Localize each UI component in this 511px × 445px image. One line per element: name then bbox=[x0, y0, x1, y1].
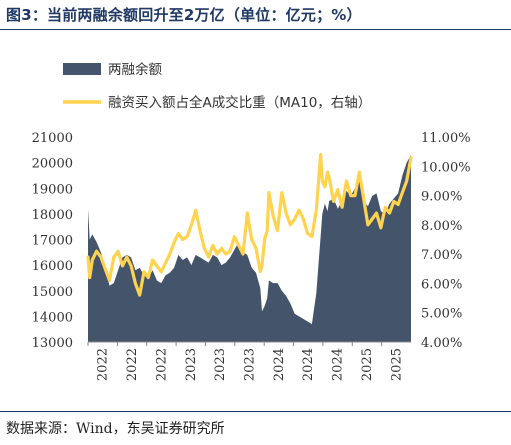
y-right-tick-label: 8.00% bbox=[421, 219, 462, 234]
y-left-tick-label: 19000 bbox=[32, 182, 73, 197]
x-tick-label: 2022 bbox=[96, 348, 111, 381]
legend-label-financing-share: 融资买入额占全A成交比重（MA10，右轴） bbox=[108, 94, 371, 111]
x-tick-label: 2022 bbox=[125, 348, 140, 381]
source-divider bbox=[0, 411, 511, 412]
x-tick-label: 2023 bbox=[184, 348, 199, 381]
x-tick-label: 2024 bbox=[301, 348, 316, 381]
y-left-tick-label: 14000 bbox=[32, 310, 73, 325]
series-line-financing-share bbox=[86, 152, 413, 297]
x-tick-label: 2023 bbox=[213, 348, 228, 381]
y-right-tick-label: 7.00% bbox=[421, 248, 462, 263]
legend-swatch-margin-balance bbox=[63, 63, 101, 75]
y-left-tick-label: 16000 bbox=[32, 259, 73, 274]
y-right-tick-label: 4.00% bbox=[421, 336, 462, 351]
y-left-tick-label: 15000 bbox=[32, 285, 73, 300]
y-left-tick-label: 21000 bbox=[32, 131, 73, 146]
x-tick-label: 2023 bbox=[243, 348, 258, 381]
x-tick-label: 2022 bbox=[154, 348, 169, 381]
legend-label-margin-balance: 两融余额 bbox=[108, 61, 162, 78]
y-right-tick-label: 6.00% bbox=[421, 277, 462, 292]
x-tick-label: 2024 bbox=[331, 348, 346, 381]
x-tick-label: 2025 bbox=[389, 348, 404, 381]
title-divider bbox=[0, 29, 511, 30]
axes: 2022 2022 2022 2023 2023 2023 2024 2024 2024 2025… bbox=[32, 131, 471, 381]
series-area-margin-balance bbox=[88, 154, 411, 342]
y-left-tick-label: 17000 bbox=[32, 234, 73, 249]
y-left-tick-label: 20000 bbox=[32, 157, 73, 172]
y-right-tick-label: 10.00% bbox=[421, 160, 471, 175]
x-tick-label: 2025 bbox=[360, 348, 375, 381]
y-right-tick-label: 11.00% bbox=[421, 131, 471, 146]
x-tick-label: 2024 bbox=[272, 348, 287, 381]
source-note: 数据来源：Wind，东吴证券研究所 bbox=[6, 421, 225, 437]
plot-area bbox=[86, 152, 413, 342]
y-right-tick-label: 9.00% bbox=[421, 190, 462, 205]
y-right-tick-label: 5.00% bbox=[421, 307, 462, 322]
y-left-tick-label: 13000 bbox=[32, 336, 73, 351]
chart-title: 图3：当前两融余额回升至2万亿（单位：亿元；%） bbox=[6, 6, 362, 24]
y-left-tick-label: 18000 bbox=[32, 208, 73, 223]
